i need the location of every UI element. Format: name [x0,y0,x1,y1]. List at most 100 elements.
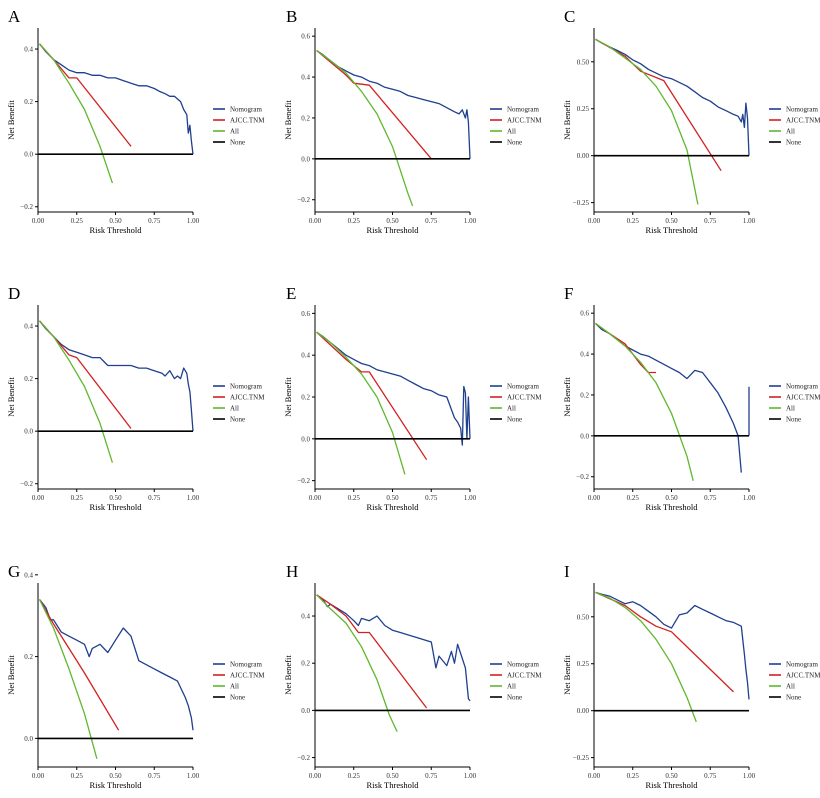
panel-letter: G [8,562,20,581]
panel-letter: E [286,284,296,303]
x-axis-label: Risk Threshold [645,502,698,512]
x-tick-label: 0.75 [148,772,161,780]
y-tick-label: 0.2 [24,98,33,106]
y-tick-label: 0.4 [580,351,589,359]
x-axis-label: Risk Threshold [366,502,419,512]
x-tick-label: 0.00 [32,217,45,225]
legend-label-all: All [507,405,516,413]
y-tick-label: 0.6 [580,310,589,318]
series-all-line [595,591,697,723]
legend-label-nomogram: Nomogram [230,106,262,114]
x-tick-label: 0.00 [309,494,322,502]
panel-letter: H [286,562,298,581]
x-tick-label: 0.50 [665,494,678,502]
y-tick-label: 0.0 [580,432,589,440]
y-tick-label: 0.2 [24,653,33,661]
legend-label-all: All [786,405,795,413]
series-ajcc-tnm-line [595,38,722,172]
y-tick-label: 0.25 [577,105,590,113]
series-ajcc-tnm-line [38,599,120,731]
legend-label-nomogram: Nomogram [230,661,262,669]
legend-label-nomogram: Nomogram [507,661,539,669]
y-tick-label: 0.0 [301,435,310,443]
y-axis-label: Net Benefit [283,100,293,140]
legend-label-nomogram: Nomogram [507,106,539,114]
x-tick-label: 1.00 [464,494,477,502]
x-tick-label: 0.50 [386,494,399,502]
x-tick-label: 0.00 [588,494,601,502]
x-tick-label: 1.00 [743,772,756,780]
series-nomogram-line [38,320,194,432]
panel-letter: D [8,284,20,303]
legend-label-none: None [786,139,801,147]
legend-label-ajcc-tnm: AJCC.TNM [786,394,820,402]
y-tick-label: 0.0 [301,155,310,163]
panel-e: E −0.2 0.0 0.2 0.4 0.6 0.00 0.25 0.50 0.75 1.00 Ris… [283,284,542,512]
panel-h: H −0.2 0.0 0.2 0.4 0.00 0.25 0.50 0.75 1.00 Risk T… [283,562,542,790]
legend-label-nomogram: Nomogram [230,383,262,391]
x-axis-label: Risk Threshold [645,780,698,790]
y-axis-label: Net Benefit [562,377,572,417]
y-tick-label: 0.50 [577,58,590,66]
panel-letter: C [564,7,575,26]
series-nomogram-line [316,331,471,446]
series-all-line [39,43,114,184]
x-tick-label: 0.25 [348,217,361,225]
x-tick-label: 1.00 [743,217,756,225]
series-ajcc-tnm-line [316,594,428,709]
panel-g: G 0.0 0.2 0.4 0.00 0.25 0.50 0.75 1.00 Risk Thres… [6,562,265,790]
x-tick-label: 0.75 [425,494,438,502]
y-axis-label: Net Benefit [6,377,16,417]
x-tick-label: 0.25 [348,772,361,780]
legend-label-all: All [230,405,239,413]
x-tick-label: 1.00 [464,217,477,225]
y-axis-label: Net Benefit [283,655,293,695]
series-nomogram-line [38,43,194,155]
y-tick-label: 0.0 [24,735,33,743]
legend-label-all: All [507,683,516,691]
y-tick-label: 0.4 [24,323,33,331]
legend-label-ajcc-tnm: AJCC.TNM [507,117,542,125]
x-tick-label: 0.75 [704,494,717,502]
x-axis-label: Risk Threshold [366,780,419,790]
y-tick-label: 0.2 [301,114,310,122]
x-tick-label: 0.75 [704,772,717,780]
x-tick-label: 0.00 [588,217,601,225]
y-tick-label: 0.4 [301,74,310,82]
y-axis-label: Net Benefit [6,655,16,695]
legend-label-ajcc-tnm: AJCC.TNM [230,117,265,125]
series-nomogram-line [316,49,471,159]
legend-label-none: None [230,694,245,702]
y-tick-label: −0.25 [573,199,590,207]
y-tick-label: 0.4 [24,46,33,54]
x-tick-label: 0.00 [32,772,45,780]
y-tick-label: 0.25 [577,660,590,668]
x-tick-label: 1.00 [464,772,477,780]
x-tick-label: 0.75 [425,217,438,225]
x-tick-label: 1.00 [743,494,756,502]
y-tick-label: −0.2 [297,196,310,204]
x-tick-label: 0.75 [148,217,161,225]
panel-letter: I [564,562,570,581]
x-axis-label: Risk Threshold [366,225,419,235]
x-tick-label: 0.25 [627,772,640,780]
y-tick-label: 0.0 [301,707,310,715]
x-axis-label: Risk Threshold [89,780,142,790]
series-ajcc-tnm-line [595,591,734,693]
panel-letter: B [286,7,297,26]
x-tick-label: 1.00 [187,217,200,225]
legend-label-ajcc-tnm: AJCC.TNM [507,394,542,402]
panel-a: A −0.2 0.0 0.2 0.4 0.00 0.25 0.50 0.75 1.00 Risk T… [6,7,265,235]
y-tick-label: 0.00 [577,152,590,160]
legend-label-none: None [786,416,801,424]
panel-letter: F [564,284,573,303]
x-tick-label: 0.00 [588,772,601,780]
y-tick-label: −0.2 [297,477,310,485]
y-tick-label: −0.2 [576,473,589,481]
x-tick-label: 0.00 [32,494,45,502]
x-tick-label: 0.75 [148,494,161,502]
legend-label-nomogram: Nomogram [786,661,818,669]
legend-label-none: None [230,139,245,147]
legend-label-none: None [786,694,801,702]
